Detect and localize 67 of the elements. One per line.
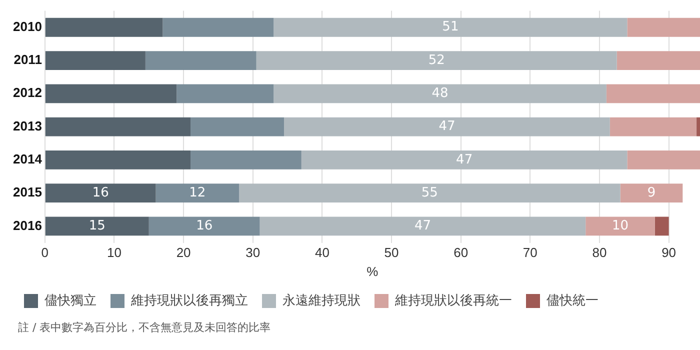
bar	[274, 84, 606, 104]
data-label: 47	[456, 152, 473, 168]
bar	[586, 216, 655, 236]
x-tick-label: 40	[314, 245, 330, 260]
x-tick-label: 0	[41, 245, 49, 260]
bar	[145, 51, 256, 70]
bar	[176, 84, 274, 104]
bar	[45, 18, 163, 37]
y-tick-label: 2012	[13, 85, 42, 100]
y-tick-label: 2016	[13, 218, 42, 233]
y-tick-label: 2015	[13, 184, 42, 200]
data-label: 12	[189, 185, 206, 200]
x-tick-label: 20	[176, 245, 191, 260]
data-label: 52	[428, 52, 445, 68]
bar	[45, 150, 190, 170]
x-tick-label: 50	[384, 245, 399, 260]
bar	[627, 150, 700, 170]
data-label: 47	[438, 119, 456, 134]
y-tick-label: 2011	[14, 52, 42, 68]
bar	[156, 184, 240, 203]
bar	[239, 184, 620, 203]
bar	[148, 216, 260, 236]
bar	[45, 84, 177, 104]
data-label: 51	[442, 20, 459, 35]
bar	[45, 184, 156, 203]
bar	[627, 18, 700, 37]
bar	[610, 117, 697, 136]
data-label: 48	[432, 86, 448, 102]
bar	[696, 117, 700, 136]
bar	[654, 216, 669, 236]
x-tick-label: 80	[592, 245, 607, 260]
data-label: 10	[612, 218, 629, 234]
x-tick-label: 10	[107, 245, 122, 260]
bar	[45, 216, 149, 236]
bar	[260, 216, 586, 236]
bar	[274, 18, 628, 37]
y-tick-label: 2014	[13, 152, 43, 167]
bar	[616, 51, 700, 70]
data-label: 9	[647, 185, 656, 200]
x-tick-label: 90	[662, 245, 676, 260]
data-label: 47	[414, 218, 431, 234]
x-tick-label: 30	[246, 245, 260, 260]
y-tick-label: 2010	[13, 18, 42, 34]
legend-label: 永遠維持現狀	[282, 292, 360, 308]
bar	[190, 150, 302, 170]
data-label: 15	[88, 218, 106, 234]
bar	[256, 51, 617, 70]
bar	[284, 117, 610, 136]
x-axis-title: %	[366, 264, 379, 279]
text: 註 / 表中數字為百分比，不含無意見及未回答的比率	[17, 320, 272, 335]
bar	[606, 84, 700, 104]
bar	[162, 18, 274, 37]
bar	[45, 51, 146, 70]
bar	[45, 117, 190, 136]
x-tick-label: 70	[522, 245, 538, 260]
legend-label: 儘快獨立	[44, 292, 96, 308]
x-tick-label: 60	[454, 245, 468, 260]
data-label: 55	[421, 185, 438, 200]
data-label: 16	[196, 218, 213, 234]
bar	[620, 184, 683, 203]
bar	[190, 117, 284, 136]
legend-label: 維持現狀以後再統一	[394, 292, 512, 308]
legend-label: 維持現狀以後再獨立	[130, 292, 248, 308]
legend-label: 儘快統一	[546, 292, 598, 308]
data-label: 16	[92, 185, 109, 200]
y-tick-label: 2013	[13, 118, 42, 134]
bar	[301, 150, 628, 170]
